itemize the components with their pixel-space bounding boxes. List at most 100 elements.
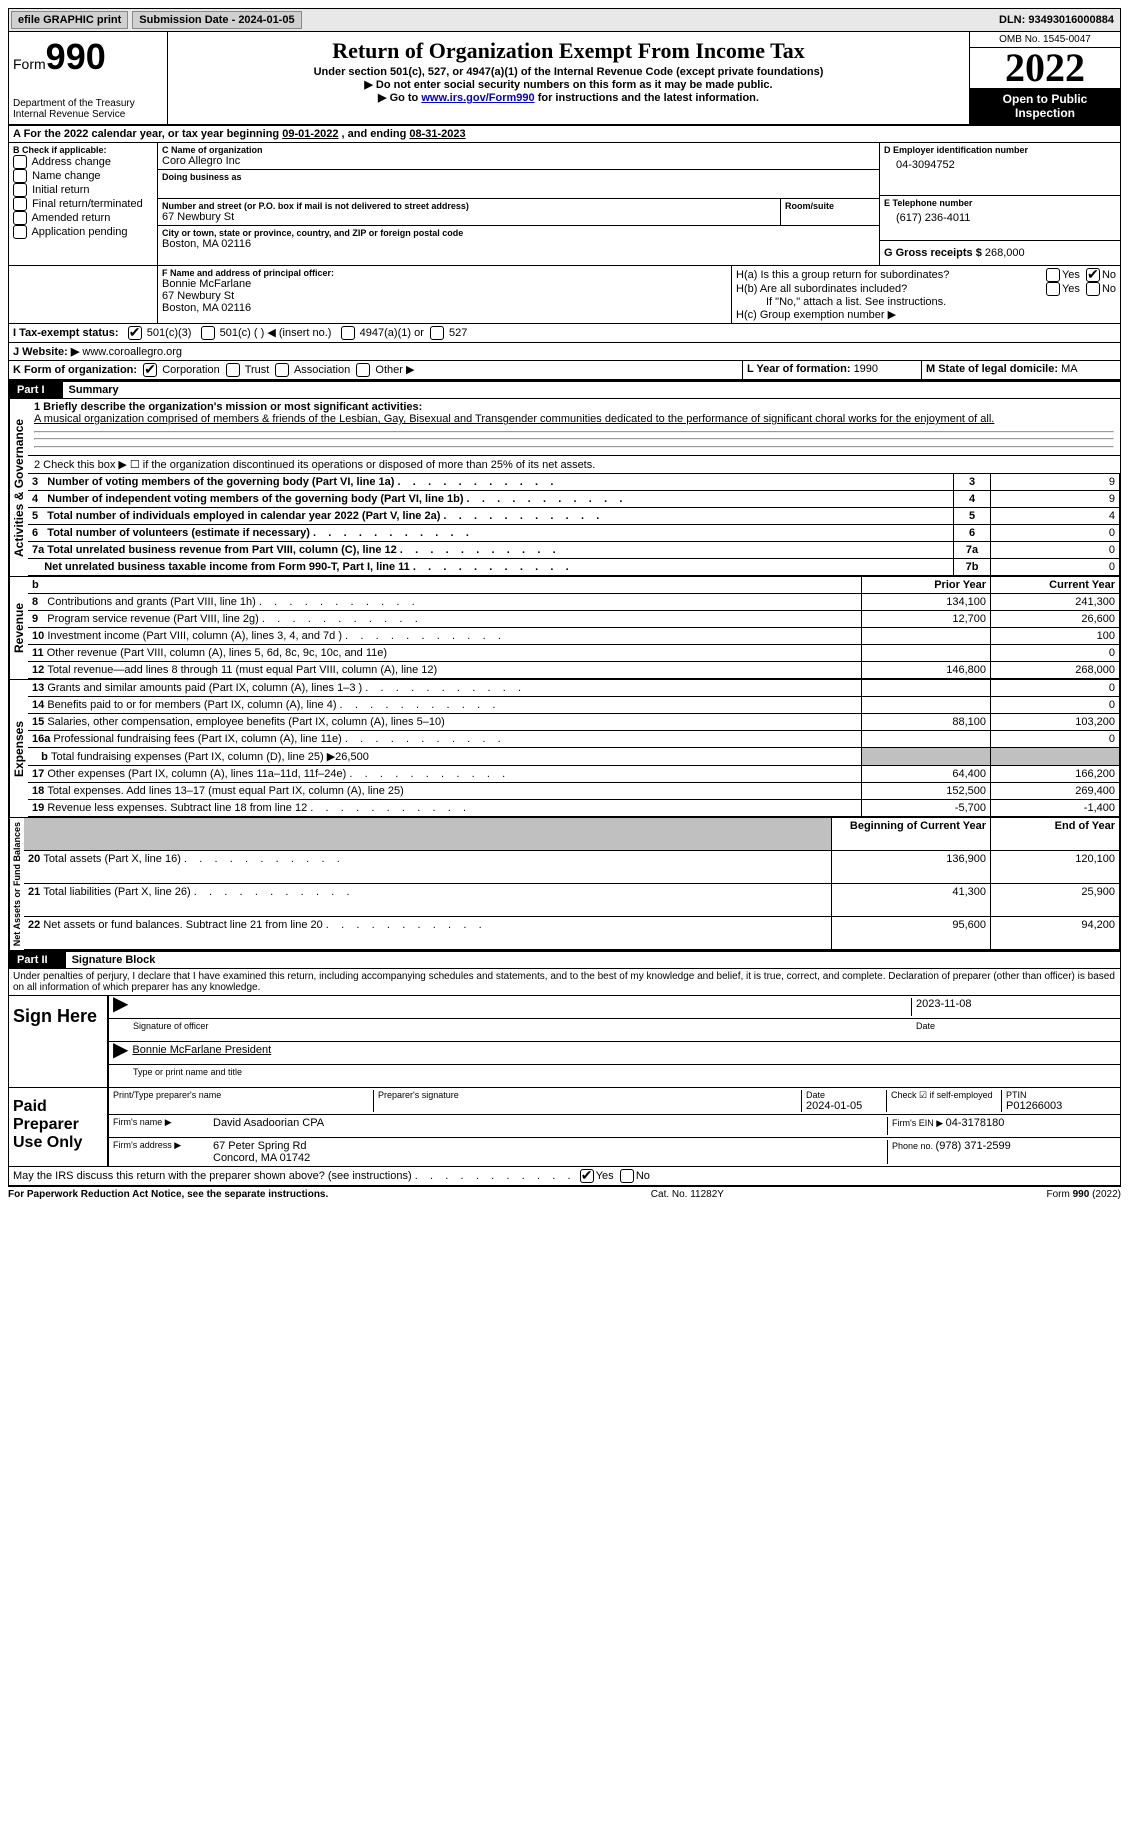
firm-phone: (978) 371-2599 (936, 1140, 1011, 1152)
l4-num: 4 (954, 491, 991, 508)
sign-here-section: Sign Here ▶ 2023-11-08 Signature of offi… (8, 996, 1121, 1088)
l6-num: 6 (954, 525, 991, 542)
arrow-icon: ▶ (113, 1044, 128, 1062)
cb-trust[interactable] (226, 363, 240, 377)
l16a-curr: 0 (991, 731, 1120, 748)
ha-lbl: H(a) Is this a group return for subordin… (736, 269, 1046, 281)
l11-text: Other revenue (Part VIII, column (A), li… (47, 647, 387, 659)
hb-lbl: H(b) Are all subordinates included? (736, 283, 1046, 295)
l22-beg: 95,600 (832, 917, 991, 950)
l9-curr: 26,600 (991, 611, 1120, 628)
officer-name: Bonnie McFarlane (162, 278, 727, 290)
cb-501c3[interactable] (128, 326, 142, 340)
website: www.coroallegro.org (82, 346, 182, 358)
col-end: End of Year (991, 818, 1120, 850)
l9-prior: 12,700 (862, 611, 991, 628)
col-beg: Beginning of Current Year (832, 818, 991, 850)
cb-4947[interactable] (341, 326, 355, 340)
hb-no: No (1102, 283, 1116, 295)
box-c-dba-lbl: Doing business as (162, 172, 875, 182)
l9-num: 9 (32, 613, 38, 625)
cb-ha-yes[interactable] (1046, 268, 1060, 282)
submission-date-btn[interactable]: Submission Date - 2024-01-05 (132, 11, 301, 29)
form-header: Form990 Department of the Treasury Inter… (8, 32, 1121, 126)
l12-text: Total revenue—add lines 8 through 11 (mu… (47, 664, 437, 676)
col-prior: Prior Year (862, 577, 991, 594)
cb-hb-yes[interactable] (1046, 282, 1060, 296)
telephone: (617) 236-4011 (884, 208, 1116, 228)
opt-trust: Trust (245, 364, 270, 376)
part-2-title: Signature Block (66, 952, 1120, 968)
discuss-no: No (636, 1170, 650, 1182)
section-fh: F Name and address of principal officer:… (8, 266, 1121, 324)
cb-initial[interactable] (13, 183, 27, 197)
firm-addr-lbl: Firm's address ▶ (113, 1140, 213, 1164)
name-title-lbl: Type or print name and title (113, 1067, 242, 1085)
section-klm: K Form of organization: Corporation Trus… (8, 361, 1121, 381)
cb-ha-no[interactable] (1086, 268, 1100, 282)
cb-pending[interactable] (13, 225, 27, 239)
l16b-num: b (41, 751, 48, 763)
vl-net-assets: Net Assets or Fund Balances (9, 818, 24, 950)
cb-discuss-yes[interactable] (580, 1169, 594, 1183)
ha-no: No (1102, 269, 1116, 281)
tax-year-begin: 09-01-2022 (282, 128, 338, 140)
cb-assoc[interactable] (275, 363, 289, 377)
cb-501c[interactable] (201, 326, 215, 340)
opt-501c3: 501(c)(3) (147, 327, 192, 339)
firm-addr1: 67 Peter Spring Rd (213, 1140, 887, 1152)
subtitle-1: Under section 501(c), 527, or 4947(a)(1)… (172, 66, 965, 78)
section-i: I Tax-exempt status: 501(c)(3) 501(c) ( … (8, 324, 1121, 343)
discuss-text: May the IRS discuss this return with the… (13, 1170, 571, 1182)
opt-pending: Application pending (31, 226, 127, 238)
firm-name-lbl: Firm's name ▶ (113, 1117, 213, 1135)
l21-text: Total liabilities (Part X, line 26) (43, 886, 349, 898)
l17-prior: 64,400 (862, 766, 991, 783)
cb-527[interactable] (430, 326, 444, 340)
l8-text: Contributions and grants (Part VIII, lin… (47, 596, 414, 608)
l16a-text: Professional fundraising fees (Part IX, … (53, 733, 500, 745)
goto-post: for instructions and the latest informat… (535, 92, 759, 104)
l6-text: Total number of volunteers (estimate if … (47, 527, 469, 539)
l22-num: 22 (28, 919, 40, 931)
sig-date: 2023-11-08 (911, 998, 1116, 1016)
sign-here-label: Sign Here (9, 996, 109, 1087)
line-a-pre: A For the 2022 calendar year, or tax yea… (13, 128, 282, 140)
l20-beg: 136,900 (832, 850, 991, 883)
form-title: Return of Organization Exempt From Incom… (172, 38, 965, 64)
org-city: Boston, MA 02116 (162, 238, 875, 250)
vl-expenses: Expenses (9, 680, 28, 817)
box-l-lbl: L Year of formation: (747, 363, 854, 375)
l3-num: 3 (954, 474, 991, 491)
cb-corp[interactable] (143, 363, 157, 377)
efile-print-btn[interactable]: efile GRAPHIC print (11, 11, 128, 29)
part-1-label: Part I (9, 382, 53, 398)
form-number: 990 (46, 36, 106, 77)
cb-hb-no[interactable] (1086, 282, 1100, 296)
firm-ein-lbl: Firm's EIN ▶ (892, 1118, 946, 1128)
l19-curr: -1,400 (991, 800, 1120, 817)
irs-link[interactable]: www.irs.gov/Form990 (421, 92, 534, 104)
l8-prior: 134,100 (862, 594, 991, 611)
cb-discuss-no[interactable] (620, 1169, 634, 1183)
col-current: Current Year (991, 577, 1120, 594)
mission-lbl: 1 Briefly describe the organization's mi… (34, 401, 1114, 413)
l10-curr: 100 (991, 628, 1120, 645)
cb-address-change[interactable] (13, 155, 27, 169)
l15-curr: 103,200 (991, 714, 1120, 731)
cb-amended[interactable] (13, 211, 27, 225)
cb-name-change[interactable] (13, 169, 27, 183)
cb-final[interactable] (13, 197, 27, 211)
l11-curr: 0 (991, 645, 1120, 662)
goto-pre: ▶ Go to (378, 92, 421, 104)
discuss-row: May the IRS discuss this return with the… (8, 1167, 1121, 1187)
cb-other[interactable] (356, 363, 370, 377)
hc-lbl: H(c) Group exemption number ▶ (736, 308, 1116, 321)
gross-receipts: 268,000 (985, 247, 1025, 259)
l22-end: 94,200 (991, 917, 1120, 950)
l7a-val: 0 (991, 542, 1120, 559)
l20-text: Total assets (Part X, line 16) (43, 853, 339, 865)
l18-curr: 269,400 (991, 783, 1120, 800)
efile-bar: efile GRAPHIC print Submission Date - 20… (8, 8, 1121, 32)
officer-street: 67 Newbury St (162, 290, 727, 302)
